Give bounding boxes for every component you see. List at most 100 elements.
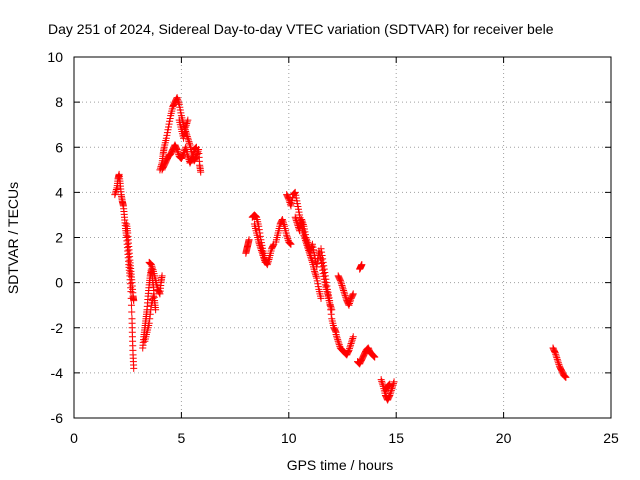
data-point — [174, 149, 182, 157]
data-point — [298, 215, 306, 223]
data-point — [337, 278, 345, 286]
data-point — [260, 253, 268, 261]
data-point — [312, 271, 320, 279]
data-point — [261, 258, 269, 266]
data-point — [390, 380, 398, 388]
data-point — [561, 372, 569, 380]
data-point — [299, 221, 307, 229]
data-point — [386, 380, 394, 388]
data-point — [286, 240, 294, 248]
data-point — [378, 377, 386, 385]
data-point — [265, 255, 273, 263]
data-point — [260, 255, 268, 263]
x-tick-label: 5 — [178, 430, 186, 446]
data-point — [341, 292, 349, 300]
data-point — [313, 259, 321, 267]
x-tick-label: 20 — [496, 430, 512, 446]
data-point — [245, 236, 253, 244]
data-point — [252, 212, 260, 220]
data-point — [319, 258, 327, 266]
data-point — [182, 121, 190, 129]
data-point — [554, 359, 562, 367]
x-tick-label: 15 — [388, 430, 404, 446]
y-tick-label: 4 — [55, 184, 63, 200]
data-point — [292, 217, 300, 225]
data-point — [158, 272, 166, 280]
data-point — [302, 234, 310, 241]
data-point — [320, 262, 328, 270]
data-point — [130, 297, 138, 305]
data-point — [111, 189, 119, 197]
data-point — [259, 252, 267, 260]
data-point — [345, 345, 353, 353]
data-point — [552, 350, 560, 358]
data-point — [378, 379, 386, 387]
data-point — [347, 340, 355, 348]
data-point — [191, 144, 199, 152]
tick-labels: 0 5 10 15 20 25 -6 -4 -2 0 2 4 6 8 10 — [47, 49, 619, 446]
x-tick-label: 0 — [70, 430, 78, 446]
grid-lines — [74, 57, 611, 418]
data-point — [130, 364, 138, 372]
x-axis-label: GPS time / hours — [287, 457, 394, 473]
data-point — [174, 147, 182, 155]
data-point — [258, 250, 266, 258]
data-point — [257, 245, 265, 253]
data-point — [306, 247, 314, 255]
data-point — [155, 289, 163, 297]
data-point — [280, 221, 288, 229]
y-tick-label: -2 — [51, 320, 64, 336]
data-point — [112, 186, 120, 194]
data-point — [553, 354, 561, 362]
data-point — [286, 239, 294, 247]
data-point — [321, 272, 329, 280]
data-point — [379, 381, 387, 389]
data-point — [326, 301, 334, 309]
data-point — [386, 391, 394, 399]
data-point — [111, 191, 119, 199]
data-point — [335, 341, 343, 349]
data-point — [342, 293, 350, 301]
data-point — [261, 257, 269, 265]
data-point — [264, 257, 272, 265]
x-tick-label: 25 — [603, 430, 619, 446]
data-point — [348, 336, 356, 344]
data-point — [299, 219, 307, 227]
data-point — [173, 146, 181, 154]
data-point — [370, 353, 378, 361]
axis-ticks — [73, 56, 612, 419]
data-point — [147, 306, 155, 314]
data-point — [562, 373, 570, 381]
data-point — [298, 217, 306, 225]
data-point — [307, 253, 315, 261]
data-point — [174, 95, 182, 103]
data-point — [348, 338, 356, 346]
data-point — [112, 187, 120, 195]
data-point — [384, 382, 392, 390]
data-point — [308, 242, 316, 250]
data-point — [339, 283, 346, 291]
data-point — [303, 237, 311, 245]
data-point — [311, 267, 319, 275]
data-point — [332, 331, 340, 339]
data-point — [346, 298, 354, 306]
data-point — [346, 343, 354, 351]
data-point — [386, 390, 394, 398]
data-point — [551, 349, 559, 357]
data-point — [349, 291, 357, 299]
data-point — [283, 231, 291, 239]
data-point — [257, 246, 265, 254]
data-point — [390, 378, 398, 386]
data-point — [349, 290, 357, 298]
y-tick-label: 10 — [47, 49, 63, 65]
y-tick-label: -4 — [51, 365, 64, 381]
data-point — [345, 301, 353, 309]
data-point — [332, 327, 340, 335]
y-tick-label: 8 — [55, 94, 63, 110]
data-point — [285, 239, 293, 247]
data-point — [128, 308, 136, 316]
data-point — [561, 373, 569, 381]
data-point — [341, 290, 349, 298]
data-point — [185, 139, 193, 147]
